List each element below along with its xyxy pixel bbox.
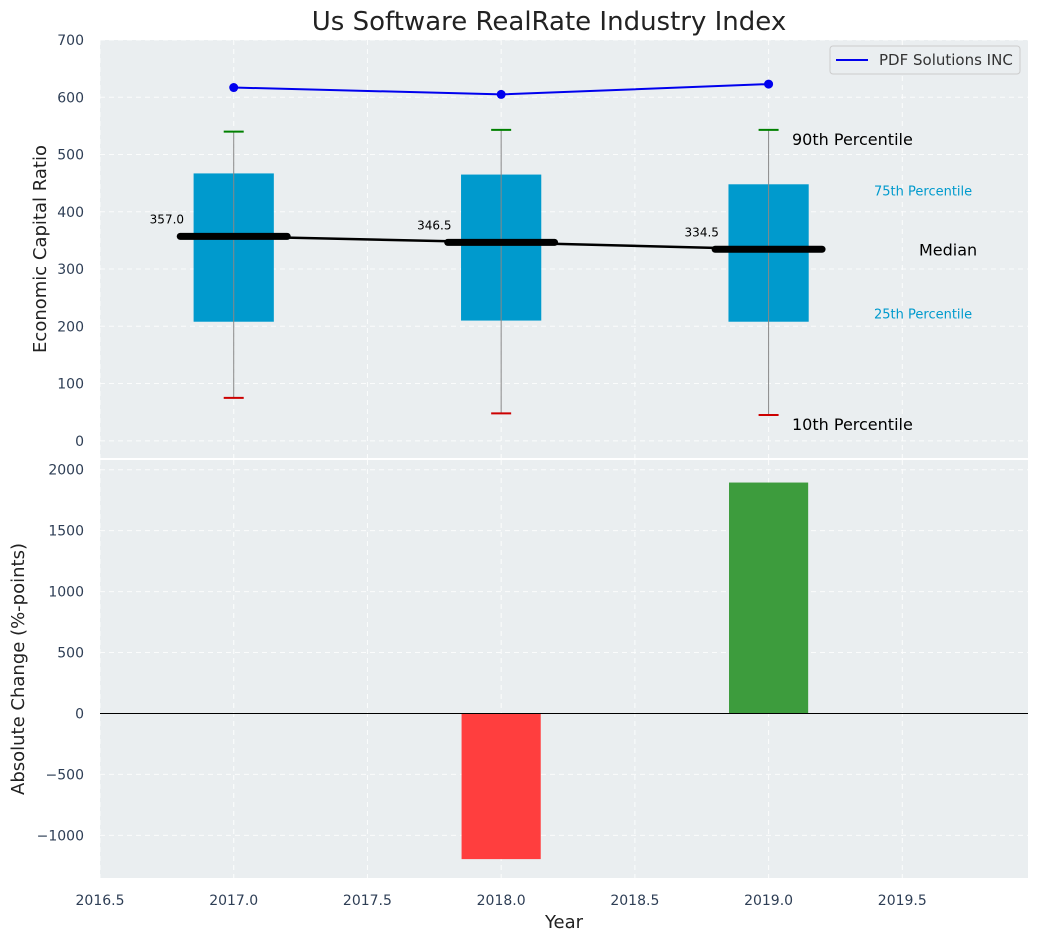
top-y-tick-label: 500 — [57, 148, 84, 164]
bottom-y-tick-label: 500 — [57, 646, 84, 662]
top-median-line: 357.0 346.5 334.5 — [150, 212, 826, 253]
company-point — [496, 89, 506, 99]
p25-annotation: 25th Percentile — [874, 308, 972, 323]
x-tick-label: 2017.5 — [343, 893, 392, 909]
median-value-label: 334.5 — [685, 225, 719, 239]
top-y-tick-label: 0 — [75, 434, 84, 450]
bottom-plot-background — [100, 460, 1028, 878]
legend: PDF Solutions INC — [829, 45, 1021, 75]
top-y-tick-label: 200 — [57, 319, 84, 335]
median-annotation: Median — [919, 240, 977, 259]
top-y-axis-label: Economic Capital Ratio — [30, 145, 51, 353]
p75-annotation: 75th Percentile — [874, 184, 972, 199]
p10-annotation: 10th Percentile — [792, 415, 913, 434]
top-annotations: 90th Percentile 75th Percentile Median 25th… — [792, 130, 977, 434]
top-y-ticks: 0 100 200 300 400 500 600 700 — [57, 33, 84, 450]
legend-box — [829, 45, 1021, 75]
top-y-tick-label: 600 — [57, 90, 84, 106]
bottom-y-ticks: −1000 −500 0 500 1000 1500 2000 — [37, 463, 84, 845]
chart-title: Us Software RealRate Industry Index — [312, 7, 786, 37]
x-tick-label: 2019.0 — [744, 893, 793, 909]
x-tick-label: 2018.5 — [610, 893, 659, 909]
bottom-bars — [100, 482, 1028, 860]
p90-annotation: 90th Percentile — [792, 130, 913, 149]
bottom-y-tick-label: −500 — [46, 767, 84, 783]
x-tick-label: 2017.0 — [209, 893, 258, 909]
company-point — [229, 83, 239, 93]
company-point — [764, 79, 774, 89]
median-value-label: 357.0 — [150, 212, 184, 226]
x-ticks: 2016.5 2017.0 2017.5 2018.0 2018.5 2019.0 2019… — [76, 893, 927, 909]
legend-label: PDF Solutions INC — [879, 51, 1013, 69]
bottom-y-tick-label: 1500 — [48, 524, 84, 540]
median-value-label: 346.5 — [417, 218, 451, 232]
x-tick-label: 2016.5 — [76, 893, 125, 909]
top-y-tick-label: 300 — [57, 262, 84, 278]
bottom-y-tick-label: 1000 — [48, 585, 84, 601]
top-boxes — [193, 128, 809, 417]
bottom-y-tick-label: −1000 — [37, 828, 84, 844]
bottom-y-axis-label: Absolute Change (%-points) — [8, 543, 29, 795]
top-panel: 0 100 200 300 400 500 600 700 357.0 346.5 334.5 9… — [30, 33, 1028, 458]
x-tick-label: 2019.5 — [878, 893, 927, 909]
top-y-tick-label: 100 — [57, 377, 84, 393]
x-axis-label: Year — [544, 912, 584, 933]
bottom-y-tick-label: 2000 — [48, 463, 84, 479]
x-tick-label: 2018.0 — [477, 893, 526, 909]
top-company-series — [229, 79, 774, 99]
top-grid — [99, 39, 1028, 458]
positive-change-bar — [729, 482, 809, 714]
negative-change-bar — [461, 713, 541, 860]
top-y-tick-label: 700 — [57, 33, 84, 49]
top-y-tick-label: 400 — [57, 205, 84, 221]
bottom-y-tick-label: 0 — [75, 706, 84, 722]
